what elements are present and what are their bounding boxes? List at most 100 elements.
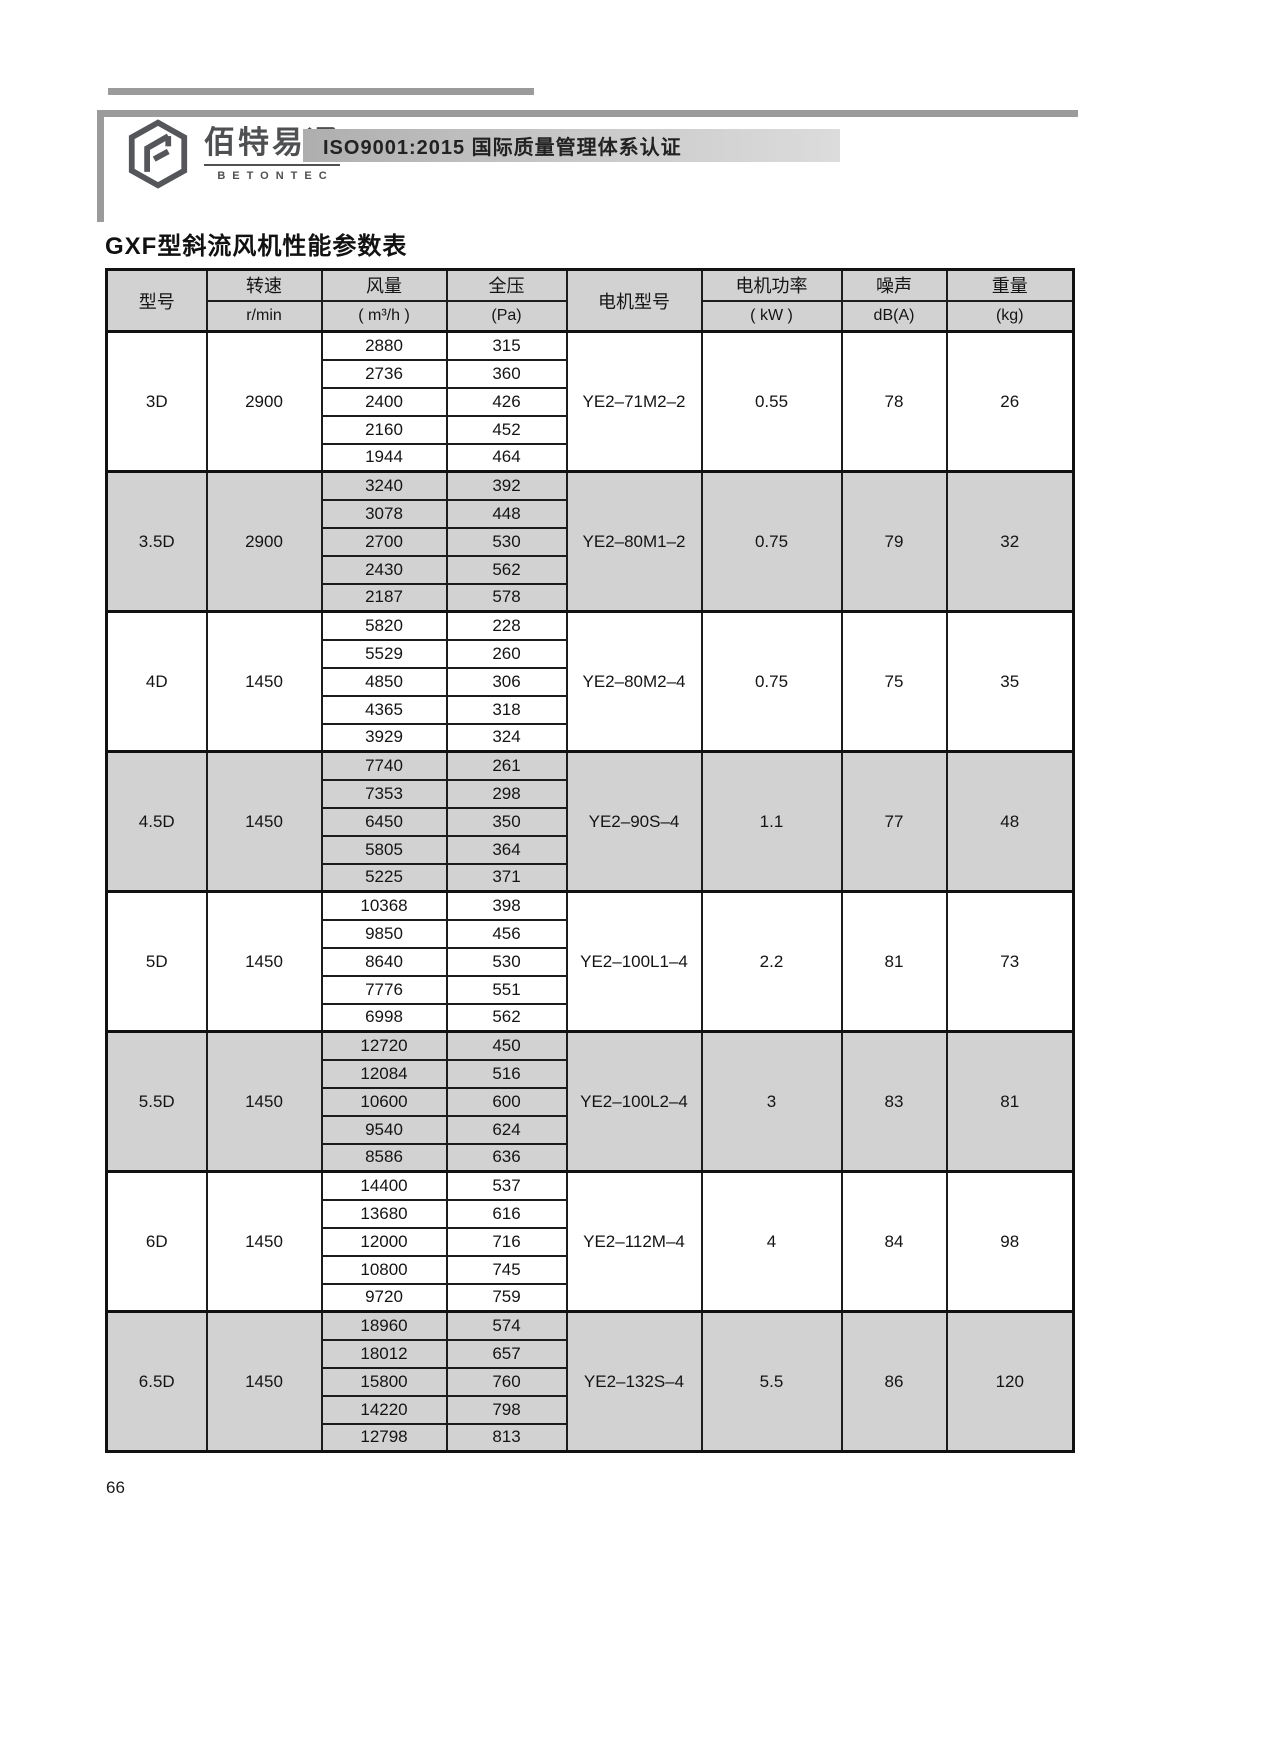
page-number: 66: [106, 1478, 125, 1497]
airflow-cell: 7740: [320, 750, 448, 781]
speed-cell: 2900: [205, 330, 323, 473]
airflow-cell: 12000: [320, 1226, 448, 1257]
table-row: 15800 760: [107, 1366, 1074, 1397]
table-row: 5225 371: [107, 862, 1074, 893]
pressure-cell: 228: [445, 610, 568, 641]
noise-cell: 83: [840, 1030, 948, 1173]
model-cell: 3.5D: [105, 470, 208, 613]
airflow-cell: 7353: [320, 778, 448, 809]
table-row: 2430 562: [107, 554, 1074, 585]
header-model: 型号: [105, 268, 208, 333]
airflow-cell: 3078: [320, 498, 448, 529]
table-row: 10800 745: [107, 1254, 1074, 1285]
noise-cell: 81: [840, 890, 948, 1033]
pressure-cell: 616: [445, 1198, 568, 1229]
table-row: 7353 298: [107, 778, 1074, 809]
table-row: 4365 318: [107, 694, 1074, 725]
table-row: 12798 813: [107, 1422, 1074, 1453]
motor-model-cell: YE2–100L1–4: [565, 890, 703, 1033]
header-weight-unit: (kg): [945, 299, 1075, 333]
airflow-cell: 18960: [320, 1310, 448, 1341]
table-row: 4.5D 1450 7740 261 YE2–90S–4 1.1 77 48: [105, 750, 1075, 893]
pressure-cell: 306: [445, 666, 568, 697]
header-power-unit: ( kW ): [700, 299, 843, 333]
speed-cell: 2900: [205, 470, 323, 613]
table-row: 8640 530: [107, 946, 1074, 977]
top-frame-short-line: [108, 88, 534, 95]
pressure-cell: 392: [445, 470, 568, 501]
model-cell: 6.5D: [105, 1310, 208, 1453]
header-speed-unit: r/min: [205, 299, 323, 333]
table-row: 3078 448: [107, 498, 1074, 529]
airflow-cell: 2736: [320, 358, 448, 389]
airflow-cell: 9850: [320, 918, 448, 949]
table-row: 4850 306: [107, 666, 1074, 697]
pressure-cell: 260: [445, 638, 568, 669]
speed-cell: 1450: [205, 1030, 323, 1173]
model-cell: 4.5D: [105, 750, 208, 893]
top-frame-long-line: [97, 110, 1078, 117]
motor-model-cell: YE2–71M2–2: [565, 330, 703, 473]
speed-cell: 1450: [205, 1310, 323, 1453]
table-row: 9540 624: [107, 1114, 1074, 1145]
motor-model-cell: YE2–90S–4: [565, 750, 703, 893]
table-row: 5.5D 1450 12720 450 YE2–100L2–4 3 83 81: [105, 1030, 1075, 1173]
airflow-cell: 8586: [320, 1142, 448, 1173]
airflow-cell: 7776: [320, 974, 448, 1005]
table-row: 2736 360: [107, 358, 1074, 389]
fan-table-body: 3D 2900 2880 315 YE2–71M2–2 0.55 78 26 2736 360 24…: [105, 330, 1075, 1453]
brand-underline: [204, 163, 340, 166]
table-row: 8586 636: [107, 1142, 1074, 1173]
pressure-cell: 318: [445, 694, 568, 725]
airflow-cell: 2187: [320, 582, 448, 613]
table-row: 1944 464: [107, 442, 1074, 473]
power-cell: 0.75: [700, 470, 843, 613]
motor-model-cell: YE2–112M–4: [565, 1170, 703, 1313]
fan-performance-table: 型号 转速 风量 全压 电机型号 电机功率 噪声 重量 r/min ( m³/h…: [105, 268, 1075, 1453]
pressure-cell: 551: [445, 974, 568, 1005]
power-cell: 5.5: [700, 1310, 843, 1453]
header-motor: 电机型号: [565, 268, 703, 333]
header-pressure-unit: (Pa): [445, 299, 568, 333]
pressure-cell: 448: [445, 498, 568, 529]
header-noise-label: 噪声: [840, 268, 948, 302]
table-row: 2187 578: [107, 582, 1074, 613]
airflow-cell: 2160: [320, 414, 448, 445]
power-cell: 3: [700, 1030, 843, 1173]
pressure-cell: 600: [445, 1086, 568, 1117]
left-frame-line: [97, 110, 104, 222]
model-cell: 3D: [105, 330, 208, 473]
table-row: 18012 657: [107, 1338, 1074, 1369]
header-noise-unit: dB(A): [840, 299, 948, 333]
speed-cell: 1450: [205, 890, 323, 1033]
airflow-cell: 14220: [320, 1394, 448, 1425]
airflow-cell: 14400: [320, 1170, 448, 1201]
table-row: 12084 516: [107, 1058, 1074, 1089]
header-speed-label: 转速: [205, 268, 323, 302]
table-header: 型号 转速 风量 全压 电机型号 电机功率 噪声 重量 r/min ( m³/h…: [105, 268, 1075, 333]
airflow-cell: 15800: [320, 1366, 448, 1397]
power-cell: 0.55: [700, 330, 843, 473]
table-row: 10600 600: [107, 1086, 1074, 1117]
table-row: 2700 530: [107, 526, 1074, 557]
table-row: 5529 260: [107, 638, 1074, 669]
noise-cell: 78: [840, 330, 948, 473]
airflow-cell: 1944: [320, 442, 448, 473]
weight-cell: 120: [945, 1310, 1075, 1453]
pressure-cell: 813: [445, 1422, 568, 1453]
pressure-cell: 530: [445, 946, 568, 977]
airflow-cell: 5820: [320, 610, 448, 641]
airflow-cell: 3929: [320, 722, 448, 753]
table-row: 4D 1450 5820 228 YE2–80M2–4 0.75 75 35: [105, 610, 1075, 753]
table-row: 9720 759: [107, 1282, 1074, 1313]
header-row-units: r/min ( m³/h ) (Pa) ( kW ) dB(A) (kg): [107, 299, 1075, 333]
noise-cell: 79: [840, 470, 948, 613]
header-weight-label: 重量: [945, 268, 1075, 302]
model-cell: 6D: [105, 1170, 208, 1313]
airflow-cell: 10600: [320, 1086, 448, 1117]
brand-name-en: BETONTEC: [217, 169, 334, 182]
table-row: 14220 798: [107, 1394, 1074, 1425]
model-cell: 4D: [105, 610, 208, 753]
table-row: 7776 551: [107, 974, 1074, 1005]
